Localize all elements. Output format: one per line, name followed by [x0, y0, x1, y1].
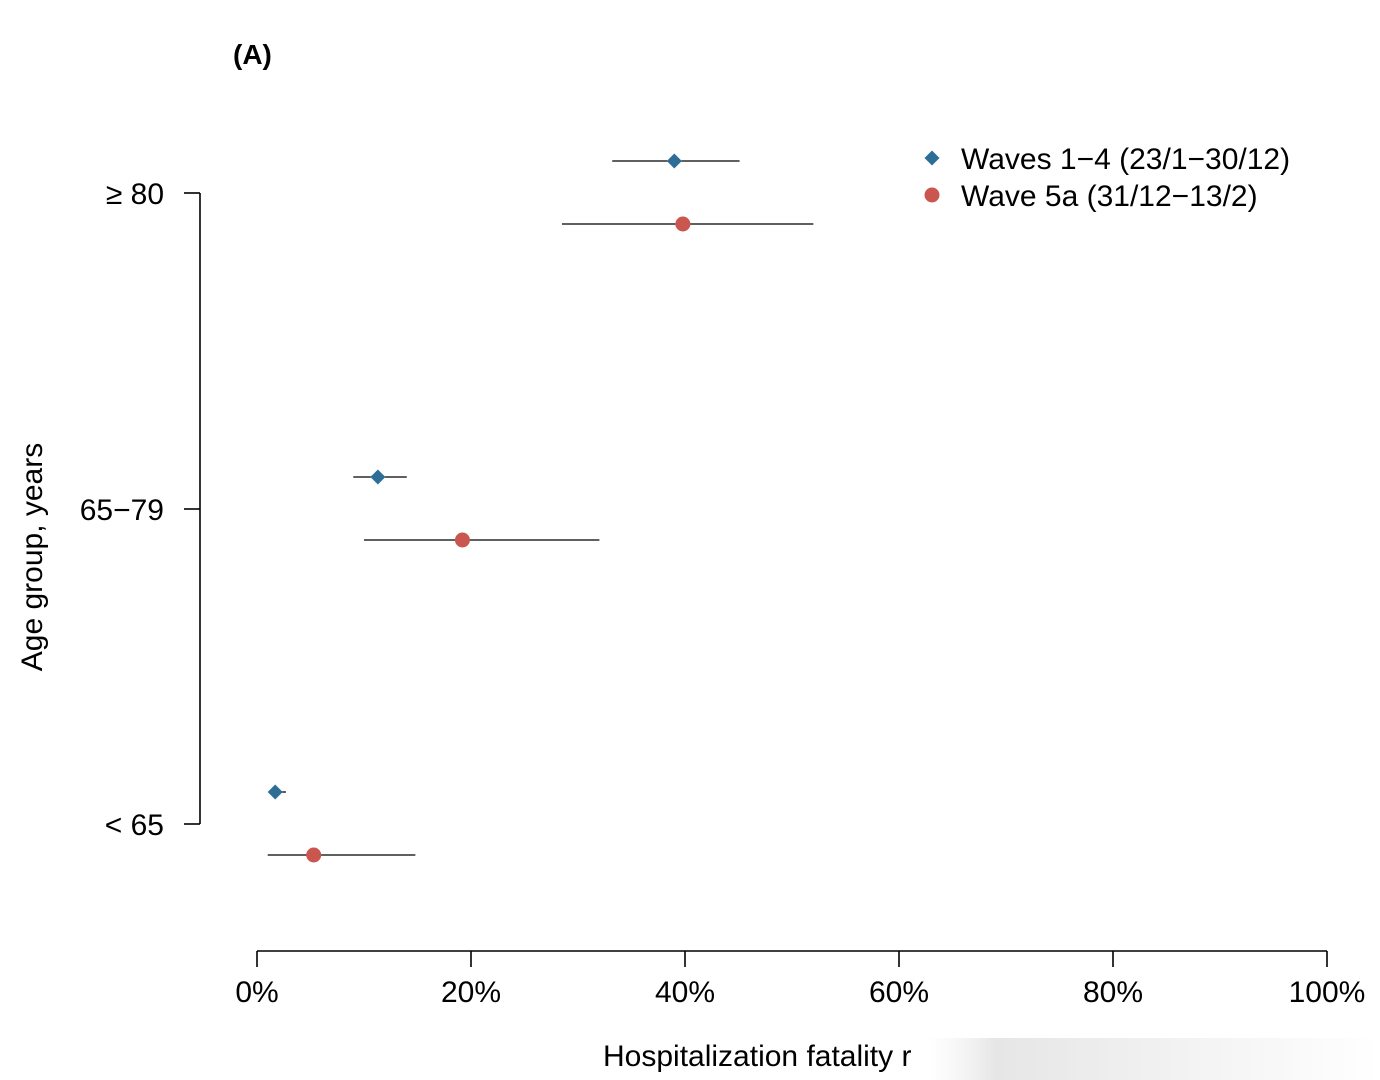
series-layer: [267, 153, 814, 863]
x-tick-label: 0%: [235, 976, 278, 1009]
y-tick-label: 65−79: [80, 494, 164, 527]
legend-marker-circle: [924, 187, 940, 203]
x-tick-label: 100%: [1289, 976, 1366, 1009]
legend-label: Wave 5a (31/12−13/2): [961, 180, 1258, 213]
y-axis-title: Age group, years: [16, 443, 49, 671]
x-axis-title: Hospitalization fatality r: [603, 1040, 911, 1073]
data-point-diamond: [370, 469, 386, 485]
y-axis-ticks: < 65 65−79 ≥ 80: [80, 178, 200, 842]
data-point-circle: [675, 216, 691, 232]
legend: Waves 1−4 (23/1−30/12) Wave 5a (31/12−13/…: [924, 143, 1290, 213]
series-group: [267, 153, 740, 800]
data-point-circle: [306, 847, 322, 863]
y-tick-label: < 65: [105, 809, 164, 842]
x-tick-label: 40%: [655, 976, 715, 1009]
data-point-circle: [454, 532, 470, 548]
cropped-title-fade: [928, 1038, 1380, 1080]
x-tick-label: 60%: [869, 976, 929, 1009]
data-point-diamond: [666, 153, 682, 169]
x-tick-label: 20%: [441, 976, 501, 1009]
series-group: [267, 216, 814, 863]
legend-marker-diamond: [924, 150, 940, 166]
x-axis-ticks: 0% 20% 40% 60% 80% 100%: [235, 951, 1365, 1009]
y-tick-label: ≥ 80: [106, 178, 164, 211]
x-tick-label: 80%: [1083, 976, 1143, 1009]
legend-label: Waves 1−4 (23/1−30/12): [961, 143, 1290, 176]
panel-label: (A): [233, 39, 272, 70]
data-point-diamond: [267, 784, 283, 800]
